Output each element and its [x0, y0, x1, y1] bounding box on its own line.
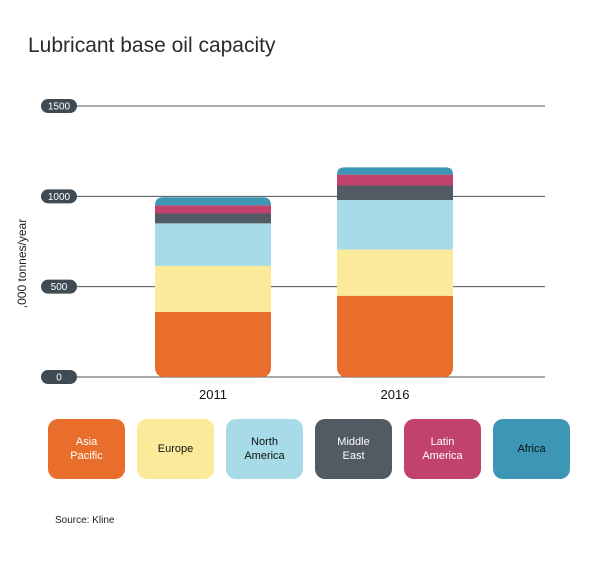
legend-label: Asia Pacific [70, 436, 103, 462]
bar-segment-middle-east-2011 [155, 213, 271, 224]
y-tick-pill [41, 370, 77, 384]
y-tick-label: 1000 [48, 192, 71, 203]
legend-label: Middle East [337, 436, 370, 462]
bar-segment-europe-2011 [155, 265, 271, 312]
y-tick-pill [41, 279, 77, 294]
y-axis-label: ,000 tonnes/year [15, 219, 29, 308]
bar-segment-middle-east-2016 [337, 185, 453, 200]
bar-segment-africa-2016 [337, 167, 453, 175]
legend: Asia Pacific Europe North America Middle East L… [48, 419, 570, 479]
y-tick-pill [41, 99, 77, 113]
x-tick-label: 2011 [199, 387, 227, 402]
legend-item-north-america: North America [226, 419, 303, 479]
bar-segment-africa-2011 [155, 197, 271, 206]
bar-segment-asia-pacific-2011 [155, 311, 271, 377]
legend-label: Africa [517, 443, 546, 455]
bar-segment-north-america-2011 [155, 223, 271, 266]
bar-segment-europe-2016 [337, 249, 453, 296]
legend-label: Latin America [422, 436, 463, 462]
y-tick-label: 1500 [48, 102, 71, 113]
bar-segment-asia-pacific-2016 [337, 295, 453, 377]
x-tick-label: 2016 [381, 387, 410, 402]
legend-item-asia-pacific: Asia Pacific [48, 419, 125, 479]
legend-label: Europe [157, 443, 194, 455]
legend-item-africa: Africa [493, 419, 570, 479]
chart-title: Lubricant base oil capacity [28, 34, 276, 57]
bar-segment-north-america-2016 [337, 199, 453, 250]
y-tick-label: 500 [51, 282, 68, 293]
legend-item-europe: Europe [137, 419, 214, 479]
legend-item-latin-america: Latin America [404, 419, 481, 479]
legend-label: North America [244, 436, 285, 462]
y-tick-label: 0 [56, 373, 62, 384]
source-note: Source: Kline [55, 515, 115, 526]
bar-segment-latin-america-2016 [337, 174, 453, 186]
bar-segment-latin-america-2011 [155, 205, 271, 214]
legend-item-middle-east: Middle East [315, 419, 392, 479]
chart-svg: 0 500 1000 1500 ,000 tonnes/year 2011 2016 [15, 99, 545, 402]
y-tick-pill [41, 189, 77, 204]
